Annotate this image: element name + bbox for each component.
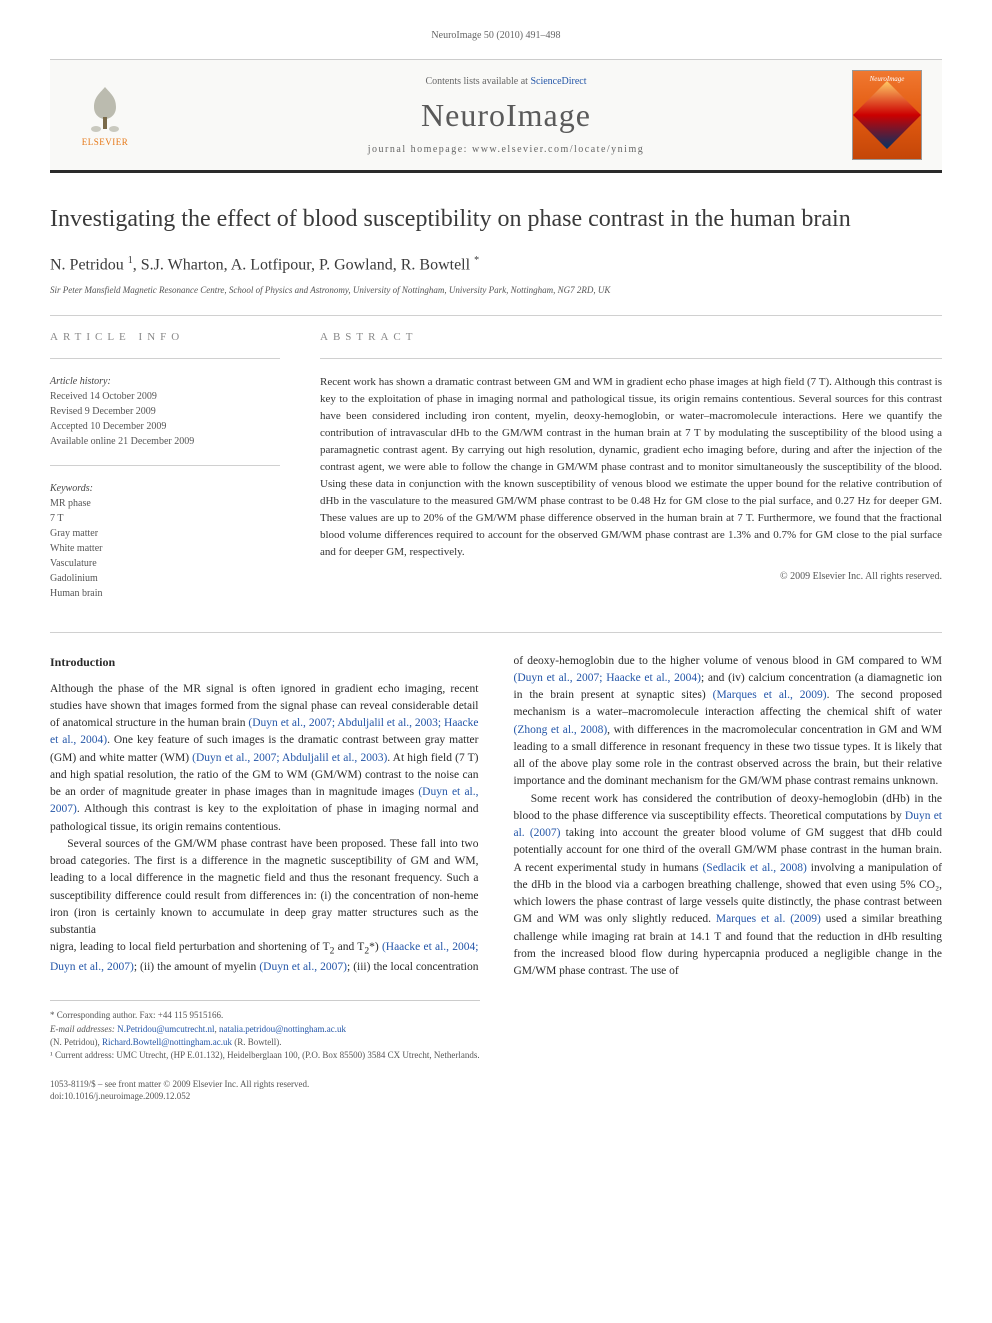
body-two-column: Introduction Although the phase of the M…: [50, 653, 942, 981]
publisher-name: ELSEVIER: [82, 137, 129, 147]
article-history-block: Article history: Received 14 October 200…: [50, 374, 280, 449]
citation[interactable]: (Sedlacik et al., 2008): [702, 862, 806, 874]
history-revised: Revised 9 December 2009: [50, 404, 280, 419]
history-accepted: Accepted 10 December 2009: [50, 419, 280, 434]
info-abstract-row: ARTICLE INFO Article history: Received 1…: [50, 331, 942, 617]
divider: [320, 358, 942, 359]
corresponding-author-note: * Corresponding author. Fax: +44 115 951…: [50, 1009, 480, 1022]
email-owner: (N. Petridou),: [50, 1037, 102, 1047]
keyword: White matter: [50, 541, 280, 556]
footnotes: * Corresponding author. Fax: +44 115 951…: [50, 1000, 480, 1061]
divider: [50, 358, 280, 359]
keyword: Gray matter: [50, 526, 280, 541]
keywords-block: Keywords: MR phase 7 T Gray matter White…: [50, 481, 280, 601]
history-online: Available online 21 December 2009: [50, 434, 280, 449]
abstract-text: Recent work has shown a dramatic contras…: [320, 374, 942, 562]
email-label: E-mail addresses:: [50, 1024, 115, 1034]
divider: [50, 315, 942, 316]
contents-prefix: Contents lists available at: [425, 76, 530, 87]
current-address-note: ¹ Current address: UMC Utrecht, (HP E.01…: [50, 1049, 480, 1062]
citation[interactable]: (Duyn et al., 2007; Abduljalil et al., 2…: [192, 752, 387, 764]
author-note-marker: *: [474, 255, 479, 266]
journal-name: NeuroImage: [160, 97, 852, 134]
author-list: N. Petridou 1, S.J. Wharton, A. Lotfipou…: [50, 255, 942, 274]
article-info-column: ARTICLE INFO Article history: Received 1…: [50, 331, 280, 617]
cover-thumb-image: [853, 81, 921, 149]
abstract-column: ABSTRACT Recent work has shown a dramati…: [320, 331, 942, 617]
abstract-head: ABSTRACT: [320, 331, 942, 343]
masthead-center: Contents lists available at ScienceDirec…: [160, 76, 852, 155]
citation[interactable]: (Duyn et al., 2007; Haacke et al., 2004): [514, 672, 701, 684]
history-label: Article history:: [50, 374, 280, 389]
article-info-head: ARTICLE INFO: [50, 331, 280, 343]
citation[interactable]: (Duyn et al., 2007; Abduljalil et al., 2…: [50, 717, 479, 746]
author-email-link[interactable]: N.Petridou@umcutrecht.nl: [117, 1024, 214, 1034]
journal-homepage-line: journal homepage: www.elsevier.com/locat…: [160, 144, 852, 155]
affiliation: Sir Peter Mansfield Magnetic Resonance C…: [50, 285, 942, 295]
elsevier-tree-icon: [82, 83, 128, 135]
author-email-link[interactable]: natalia.petridou@nottingham.ac.uk: [219, 1024, 346, 1034]
email-owner-line: (N. Petridou), Richard.Bowtell@nottingha…: [50, 1036, 480, 1049]
journal-cover-thumbnail: NeuroImage: [852, 70, 922, 160]
divider: [50, 632, 942, 633]
masthead: ELSEVIER Contents lists available at Sci…: [50, 59, 942, 173]
sciencedirect-link[interactable]: ScienceDirect: [530, 76, 586, 87]
section-heading-introduction: Introduction: [50, 653, 479, 671]
keyword: MR phase: [50, 496, 280, 511]
body-paragraph: Several sources of the GM/WM phase contr…: [50, 836, 479, 940]
keyword: 7 T: [50, 511, 280, 526]
doi-line: doi:10.1016/j.neuroimage.2009.12.052: [50, 1090, 942, 1103]
footer-block: 1053-8119/$ – see front matter © 2009 El…: [50, 1078, 942, 1103]
citation[interactable]: (Zhong et al., 2008): [514, 724, 608, 736]
contents-available-line: Contents lists available at ScienceDirec…: [160, 76, 852, 87]
history-received: Received 14 October 2009: [50, 389, 280, 404]
running-head: NeuroImage 50 (2010) 491–498: [50, 30, 942, 41]
body-paragraph: Although the phase of the MR signal is o…: [50, 681, 479, 836]
email-owner: (R. Bowtell).: [232, 1037, 282, 1047]
email-addresses-line: E-mail addresses: N.Petridou@umcutrecht.…: [50, 1023, 480, 1036]
keyword: Human brain: [50, 586, 280, 601]
homepage-url: www.elsevier.com/locate/ynimg: [472, 144, 644, 155]
author-email-link[interactable]: Richard.Bowtell@nottingham.ac.uk: [102, 1037, 232, 1047]
author-note-marker: 1: [128, 255, 133, 266]
abstract-copyright: © 2009 Elsevier Inc. All rights reserved…: [320, 571, 942, 582]
citation[interactable]: Duyn et al. (2007): [514, 810, 943, 839]
article-title: Investigating the effect of blood suscep…: [50, 203, 942, 235]
publisher-logo: ELSEVIER: [70, 78, 140, 153]
citation[interactable]: (Marques et al., 2009): [713, 689, 827, 701]
divider: [50, 465, 280, 466]
body-paragraph: Some recent work has considered the cont…: [514, 791, 943, 981]
homepage-prefix: journal homepage:: [368, 144, 472, 155]
citation[interactable]: (Duyn et al., 2007): [50, 786, 479, 815]
citation[interactable]: Marques et al. (2009): [716, 913, 821, 925]
keyword: Vasculature: [50, 556, 280, 571]
keywords-label: Keywords:: [50, 481, 280, 496]
issn-copyright-line: 1053-8119/$ – see front matter © 2009 El…: [50, 1078, 942, 1091]
keyword: Gadolinium: [50, 571, 280, 586]
citation[interactable]: (Duyn et al., 2007): [259, 961, 347, 973]
